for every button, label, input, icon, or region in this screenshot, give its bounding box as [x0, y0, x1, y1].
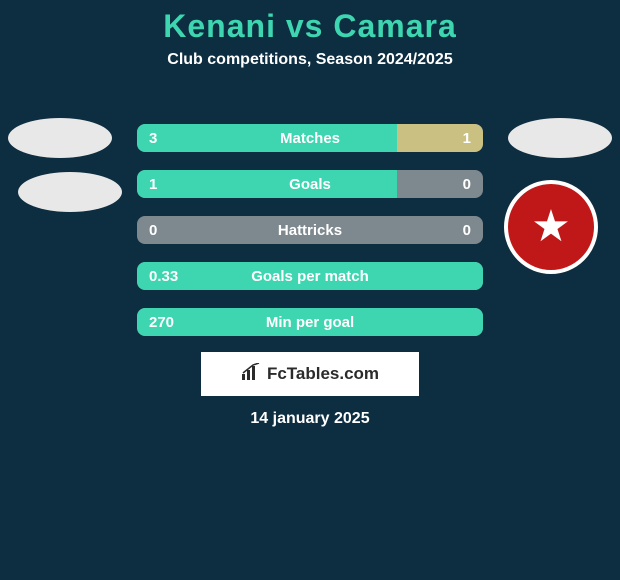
stat-value-right: 1	[463, 130, 471, 147]
player-right-avatar	[508, 118, 612, 158]
stat-row: 270Min per goal	[137, 308, 483, 336]
club-badge-inner: ★	[517, 193, 585, 261]
page-title: Kenani vs Camara	[0, 0, 620, 45]
brand-text: FcTables.com	[267, 364, 379, 384]
club-left-avatar	[18, 172, 122, 212]
star-icon: ★	[531, 205, 570, 249]
stat-label: Hattricks	[137, 222, 483, 239]
player-left-avatar	[8, 118, 112, 158]
stat-value-right: 0	[463, 222, 471, 239]
comparison-card: Kenani vs Camara Club competitions, Seas…	[0, 0, 620, 580]
stat-row: 0Hattricks0	[137, 216, 483, 244]
chart-icon	[241, 363, 263, 386]
stat-label: Min per goal	[137, 314, 483, 331]
brand-box[interactable]: FcTables.com	[201, 352, 419, 396]
stat-label: Goals per match	[137, 268, 483, 285]
stat-row: 3Matches1	[137, 124, 483, 152]
stat-row: 0.33Goals per match	[137, 262, 483, 290]
stat-row: 1Goals0	[137, 170, 483, 198]
club-right-badge: ★	[504, 180, 598, 274]
stat-value-right: 0	[463, 176, 471, 193]
stats-bars: 3Matches11Goals00Hattricks00.33Goals per…	[137, 124, 483, 354]
stat-label: Goals	[137, 176, 483, 193]
stat-label: Matches	[137, 130, 483, 147]
date-text: 14 january 2025	[0, 410, 620, 428]
subtitle: Club competitions, Season 2024/2025	[0, 51, 620, 69]
